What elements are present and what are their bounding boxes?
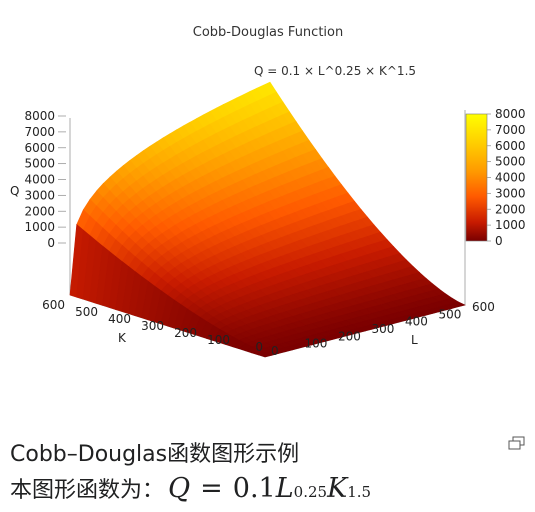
k-tick-label: 400 [108, 312, 131, 326]
z-tick-label: 0 [47, 236, 55, 250]
math-exp-k: 1.5 [347, 483, 372, 501]
math-lhs: Q [168, 473, 191, 504]
math-coef: 0.1 [232, 473, 276, 504]
z-tick-label: 1000 [24, 220, 55, 234]
formula-caption: 本图形函数为： Q = 0.1 L 0.25 K 1.5 [10, 472, 371, 504]
k-tick-label: 0 [255, 340, 263, 354]
surface-plot [69, 81, 466, 358]
l-axis-label: L [411, 333, 418, 347]
colorbar-tick-label: 4000 [495, 171, 526, 185]
math-var-l: L [275, 473, 294, 504]
colorbar-tick-label: 6000 [495, 139, 526, 153]
k-tick-label: 500 [75, 305, 98, 319]
colorbar-tick-label: 8000 [495, 107, 526, 121]
math-equals: = [200, 473, 223, 504]
z-tick-label: 4000 [24, 173, 55, 187]
surface-patch [257, 352, 273, 358]
legend-label: Q = 0.1 × L^0.25 × K^1.5 [254, 64, 416, 78]
l-tick-label: 400 [405, 315, 428, 329]
figure-caption: Cobb–Douglas函数图形示例 [10, 442, 300, 467]
z-tick-label: 8000 [24, 109, 55, 123]
z-tick-label: 3000 [24, 188, 55, 202]
z-tick-label: 5000 [24, 157, 55, 171]
math-var-k: K [327, 473, 348, 504]
math-exp-l: 0.25 [293, 483, 328, 501]
cobb-douglas-figure: Cobb-Douglas Function Q = 0.1 × L^0.25 ×… [10, 25, 526, 358]
colorbar-gradient [465, 113, 488, 242]
l-tick-label: 500 [439, 307, 462, 321]
colorbar-tick-label: 7000 [495, 123, 526, 137]
formula-math: Q = 0.1 L 0.25 K 1.5 [168, 473, 371, 504]
z-tick-label: 2000 [24, 204, 55, 218]
l-axis-ticks: 0 100 200 300 400 500 600 [271, 300, 495, 358]
formula-prefix: 本图形函数为： [10, 478, 165, 503]
k-axis-label: K [118, 331, 127, 345]
k-tick-label: 200 [174, 326, 197, 340]
l-tick-label: 0 [271, 344, 279, 358]
chart-title: Cobb-Douglas Function [193, 25, 343, 40]
l-tick-label: 300 [372, 322, 395, 336]
k-tick-label: 300 [141, 319, 164, 333]
z-axis-label: Q [10, 184, 19, 198]
l-tick-label: 200 [338, 329, 361, 343]
colorbar-tick-label: 0 [495, 234, 503, 248]
colorbar-tick-label: 5000 [495, 155, 526, 169]
k-axis-ticks: 600 500 400 300 200 100 0 [42, 298, 263, 354]
k-tick-label: 600 [42, 298, 65, 312]
z-tick-label: 7000 [24, 125, 55, 139]
k-tick-label: 100 [207, 333, 230, 347]
l-tick-label: 600 [472, 300, 495, 314]
colorbar-tick-label: 3000 [495, 186, 526, 200]
z-tick-label: 6000 [24, 141, 55, 155]
colorbar-tick-label: 2000 [495, 202, 526, 216]
l-tick-label: 100 [305, 337, 328, 351]
colorbar-tick-label: 1000 [495, 218, 526, 232]
enlarge-icon[interactable] [508, 436, 526, 450]
